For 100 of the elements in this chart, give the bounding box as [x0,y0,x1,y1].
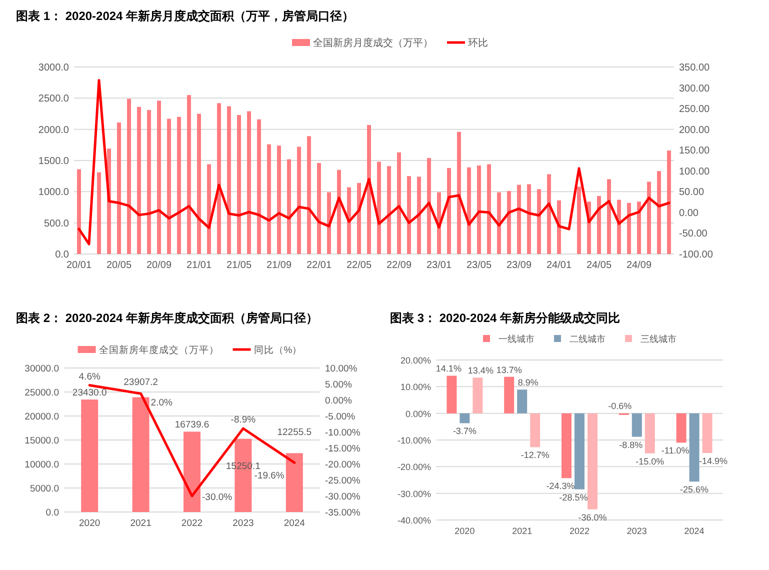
y2-tick-label: -35.00% [325,508,361,518]
x-tick-label: 23/01 [426,260,452,271]
bar [457,132,461,254]
line-series [78,79,670,246]
bar [357,182,361,254]
x-tick-label: 2023 [626,526,647,536]
bar [597,196,601,254]
data-label: 14.1% [436,364,462,374]
y2-tick-label: -30.00% [325,492,361,502]
data-label: 4.6% [78,371,101,382]
data-label: 12255.5 [277,427,312,438]
x-tick-label: 22/09 [386,260,412,271]
bar [676,413,686,443]
data-label: -8.8% [619,440,643,450]
bar [617,200,621,254]
x-tick-label: 24/01 [546,260,572,271]
y2-tick-label: 150.00 [679,146,710,157]
bar [547,174,551,254]
legend-label: 三线城市 [640,334,676,344]
x-tick-label: 2024 [684,526,704,536]
bar [337,170,341,254]
y-tick-label: 10.00% [400,382,431,392]
data-label: 13.7% [496,364,522,375]
data-label: 23907.2 [124,377,158,388]
bar [197,114,201,254]
bar [132,397,150,512]
y2-tick-label: -15.00% [325,444,361,454]
bar [184,432,200,512]
bar [460,413,470,424]
bar [177,116,181,254]
data-label: -12.7% [520,450,550,460]
bar [467,167,471,254]
x-tick-label: 2022 [569,526,590,536]
x-tick-label: 23/05 [466,260,492,271]
y-tick-label: -10.00% [397,436,431,446]
y-tick-label: -30.00% [397,488,431,499]
y-tick-label: 3000.0 [38,62,70,74]
data-label: -14.9% [699,456,728,466]
data-label: -30.0% [202,492,233,503]
y-tick-label: 500.0 [44,218,70,230]
y2-tick-label: 5.00% [325,380,352,390]
x-tick-label: 2021 [130,518,152,529]
y-tick-label: 2500.0 [38,94,70,105]
legend-label: 二线城市 [570,334,606,344]
bar [77,169,81,254]
bar [347,187,351,254]
bar [367,124,371,254]
data-label: -0.6% [608,400,632,411]
y-tick-label: 30000.0 [24,364,59,374]
data-label: 2.0% [150,398,174,409]
bar [257,119,261,254]
bar [557,200,561,254]
bar [137,106,141,254]
y2-tick-label: 300.00 [679,83,710,94]
x-tick-label: 20/09 [146,260,172,271]
bar [97,172,101,254]
x-tick-label: 2021 [512,526,532,536]
y2-tick-label: 10.00% [325,364,358,374]
x-tick-label: 2022 [181,518,203,529]
bar [537,189,541,254]
y-tick-label: 20.00% [400,356,431,366]
data-label: -11.0% [661,446,690,456]
bar [427,158,431,254]
x-tick-label: 2020 [454,526,475,536]
y-tick-label: 5000.0 [30,484,59,494]
bar [472,378,483,414]
y-tick-label: -40.00% [397,516,431,526]
bar [147,110,151,254]
y-tick-label: 2000.0 [38,124,70,136]
bar [627,202,631,254]
legend-label: 全国新房月度成交（万平） [313,37,433,49]
data-label: 8.9% [518,378,538,388]
data-label: -24.3% [546,481,575,492]
bar [504,376,514,414]
legend-label: 一线城市 [498,334,534,344]
data-label: 15250.1 [226,460,260,472]
data-label: -3.7% [452,426,476,436]
legend-label: 同比（%） [254,344,302,356]
x-tick-label: 24/09 [626,260,652,271]
bar [167,118,171,254]
bar [702,413,712,454]
bar [517,184,521,254]
bar [227,106,231,254]
y-tick-label: 25000.0 [24,388,59,398]
bar [187,95,191,254]
legend-label: 全国新房年度成交（万平） [98,344,219,356]
bar [307,136,311,254]
bar [397,152,401,254]
y2-tick-label: -50.00 [679,228,708,240]
y2-tick-label: -25.00% [325,476,361,486]
bar [507,191,511,254]
data-label: -8.9% [230,414,256,426]
bar [127,98,131,254]
bar [588,413,598,510]
x-tick-label: 21/01 [186,260,212,271]
x-tick-label: 2020 [79,518,100,529]
y2-tick-label: 350.00 [679,62,710,74]
bar [286,453,303,512]
bar [657,171,661,254]
y-tick-label: 20000.0 [24,412,59,422]
